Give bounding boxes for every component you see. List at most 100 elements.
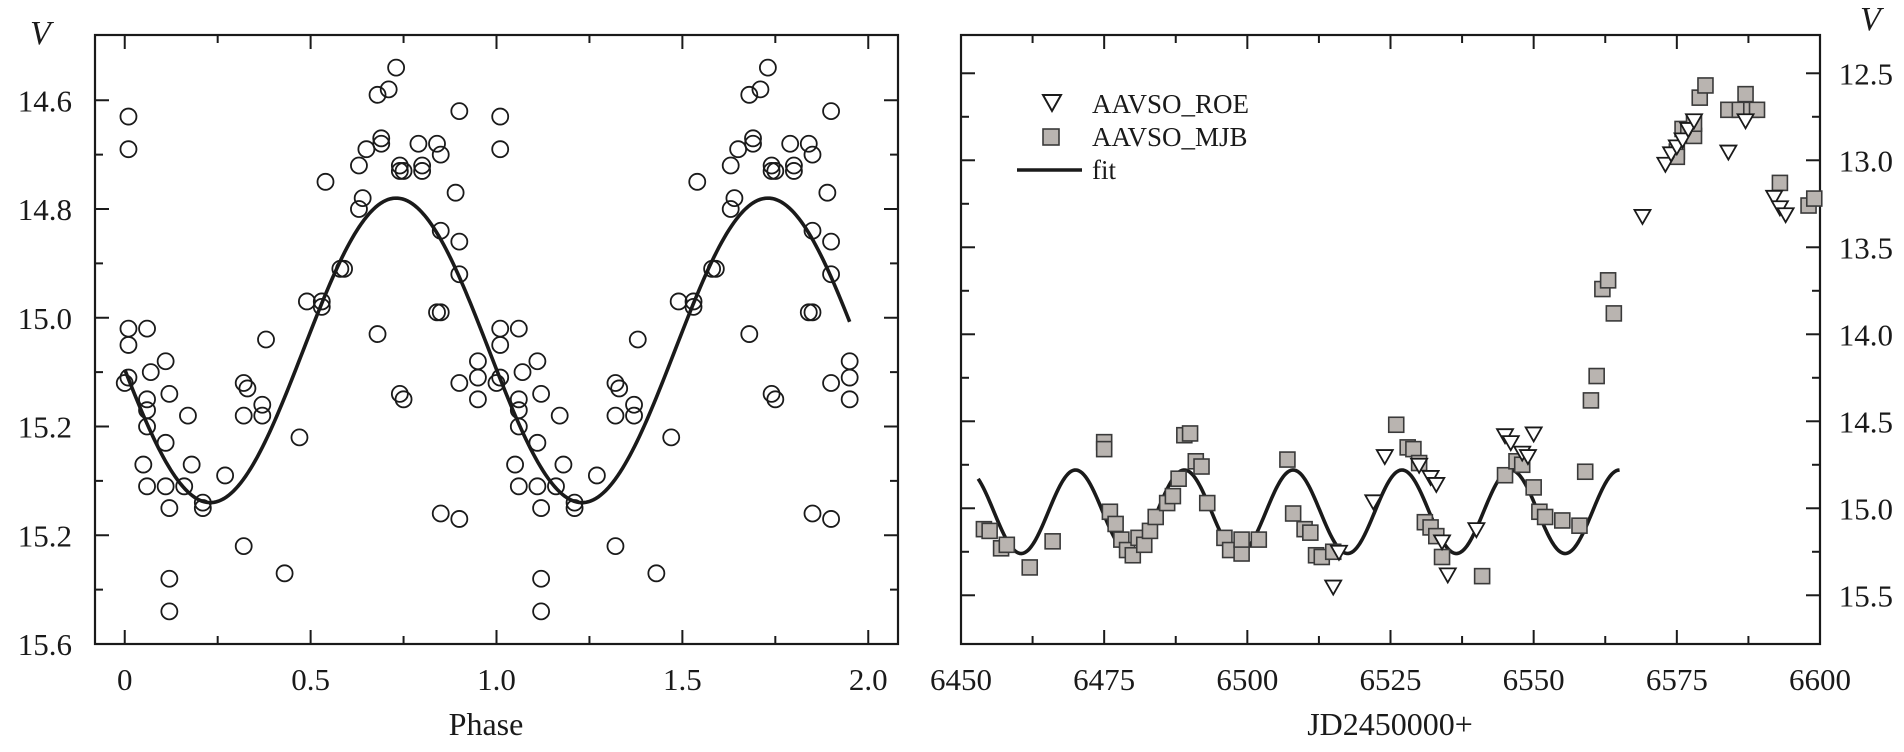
- phase-data-point: [450, 232, 469, 251]
- mjb-data-point: [1525, 479, 1542, 496]
- mjb-data-point: [1164, 487, 1182, 505]
- left-y-tick-label: 14.6: [18, 83, 72, 118]
- mjb-data-point: [998, 536, 1016, 554]
- phase-data-point: [182, 455, 201, 474]
- left-y-axis-label: V: [30, 15, 55, 52]
- roe-data-point: [1684, 113, 1704, 131]
- phase-data-point: [744, 129, 762, 148]
- roe-data-point: [1466, 522, 1486, 539]
- phase-data-point: [115, 374, 134, 392]
- mjb-data-point: [1571, 517, 1588, 534]
- phase-data-point: [532, 384, 551, 403]
- phase-data-point: [818, 183, 837, 202]
- phase-data-point: [822, 510, 840, 528]
- phase-data-point: [532, 569, 551, 588]
- phase-data-point: [253, 395, 272, 414]
- phase-data-point: [799, 134, 818, 153]
- phase-data-point: [357, 140, 376, 159]
- left-x-tick-label: 0.5: [291, 662, 330, 697]
- phase-data-point: [216, 466, 235, 485]
- time-series-panel: V 6450 6475 6500 6525 6550 6575 6600 12.513.01…: [930, 1, 1893, 742]
- mjb-data-point: [1605, 305, 1623, 322]
- phase-data-point: [491, 368, 510, 387]
- mjb-data-point: [981, 522, 998, 540]
- phase-data-point: [387, 58, 406, 77]
- phase-data-point: [138, 417, 156, 436]
- mjb-data-point: [1181, 425, 1199, 442]
- phase-data-point: [450, 510, 469, 528]
- roe-data-point: [1518, 449, 1538, 466]
- right-x-tick-label: 6475: [1073, 662, 1135, 697]
- mjb-data-point: [1771, 174, 1789, 192]
- roe-data-point: [1375, 449, 1395, 466]
- left-y-tick-label: 14.8: [18, 192, 72, 227]
- phase-data-point: [138, 390, 156, 409]
- phase-data-point: [368, 325, 387, 343]
- phase-data-point: [554, 455, 573, 474]
- mjb-data-point: [1737, 85, 1754, 103]
- mjb-data-point: [1387, 416, 1405, 434]
- phase-data-point: [721, 156, 740, 175]
- mjb-data-point: [1805, 190, 1823, 207]
- phase-data-point: [758, 58, 777, 77]
- phase-data-point: [234, 537, 253, 556]
- phase-data-point: [491, 319, 510, 338]
- mjb-data-point: [1170, 470, 1187, 488]
- mjb-data-point: [1107, 515, 1124, 533]
- phase-data-point: [234, 406, 253, 425]
- mjb-data-point: [1697, 77, 1714, 94]
- phase-data-point: [428, 134, 446, 153]
- left-fit-curve: [123, 196, 852, 505]
- phase-data-point: [446, 183, 465, 202]
- phase-data-point: [509, 390, 528, 409]
- phase-data-point: [721, 200, 740, 218]
- phase-data-point: [428, 303, 446, 322]
- left-x-ticks: 0 0.5 1.0 1.5 2.0: [117, 35, 888, 697]
- phase-data-point: [803, 303, 822, 322]
- phase-data-point: [119, 319, 138, 338]
- phase-data-point: [606, 537, 625, 556]
- phase-data-point: [119, 336, 138, 354]
- left-y-tick-label: 15.2: [18, 410, 72, 445]
- phase-data-point: [234, 374, 253, 392]
- phase-data-point: [509, 477, 528, 496]
- right-y-tick-label: 15.0: [1839, 491, 1893, 526]
- phase-data-point: [290, 428, 309, 447]
- mjb-data-point: [1433, 548, 1451, 566]
- phase-data-point: [257, 330, 275, 349]
- left-y-tick-label: 15.6: [18, 627, 72, 662]
- roe-data-point: [1501, 435, 1521, 452]
- mjb-data-point: [1044, 533, 1061, 550]
- legend-roe-marker: [1041, 94, 1063, 114]
- right-x-tick-label: 6600: [1789, 662, 1851, 697]
- roe-data-point: [1764, 189, 1784, 207]
- right-x-tick-label: 6500: [1216, 662, 1278, 697]
- phase-data-point: [179, 406, 197, 425]
- right-y-tick-label: 12.5: [1839, 56, 1893, 91]
- left-x-tick-label: 1.5: [663, 662, 702, 697]
- phase-data-point: [394, 390, 413, 409]
- phase-data-point: [606, 406, 625, 425]
- mjb-data-point: [1496, 466, 1514, 484]
- phase-data-point: [450, 102, 469, 121]
- phase-data-point: [532, 499, 551, 517]
- phase-data-point: [491, 140, 510, 159]
- mjb-data-point: [1473, 567, 1491, 585]
- phase-data-point: [487, 374, 506, 392]
- phase-data-point: [368, 85, 387, 104]
- phase-data-point: [822, 374, 840, 392]
- phase-data-point: [175, 477, 194, 496]
- roe-data-point: [1776, 207, 1796, 225]
- mjb-data-point: [1198, 494, 1216, 512]
- mjb-data-point: [1588, 367, 1605, 385]
- left-x-tick-label: 0: [117, 662, 133, 697]
- phase-data-point: [762, 156, 781, 175]
- phase-data-point: [138, 477, 156, 496]
- roe-data-point: [1438, 567, 1458, 585]
- mjb-data-point: [1536, 508, 1554, 526]
- phase-data-point: [390, 156, 409, 175]
- left-x-tick-label: 2.0: [849, 662, 888, 697]
- phase-data-point: [762, 384, 781, 403]
- right-x-tick-label: 6575: [1646, 662, 1708, 697]
